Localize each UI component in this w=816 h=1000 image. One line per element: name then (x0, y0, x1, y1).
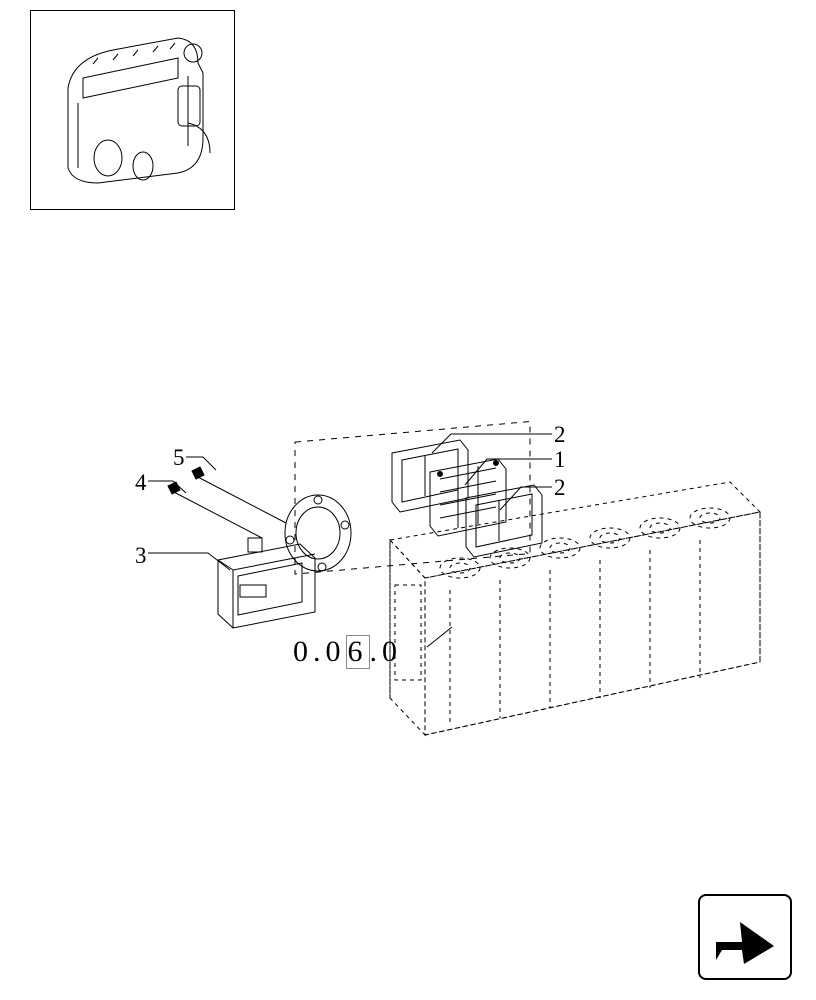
ref-dot2: . (370, 635, 383, 668)
arrow-right-icon (712, 908, 778, 966)
part-housing (218, 495, 351, 628)
part-bolt-5 (192, 467, 286, 523)
next-page-button[interactable] (698, 894, 792, 980)
callout-3: 3 (135, 543, 147, 569)
ref-d1: 0 (326, 635, 346, 668)
callout-2b: 2 (554, 475, 566, 501)
engine-thumbnail-icon (38, 18, 228, 203)
cylinder-head-block (390, 482, 760, 735)
ref-dot1: . (313, 635, 326, 668)
callout-2a: 2 (554, 422, 566, 448)
diagram-reference: 0.06.0 (293, 635, 402, 669)
callout-4: 4 (135, 470, 147, 496)
ref-d0: 0 (293, 635, 313, 668)
exploded-diagram (90, 420, 770, 780)
ref-d2-highlight: 6 (346, 635, 370, 669)
part-bolt-4 (168, 482, 262, 538)
callout-1: 1 (554, 447, 566, 473)
page: 1 2 2 3 4 5 0.06.0 (0, 0, 816, 1000)
callout-5: 5 (173, 445, 185, 471)
ref-d3: 0 (382, 635, 402, 668)
